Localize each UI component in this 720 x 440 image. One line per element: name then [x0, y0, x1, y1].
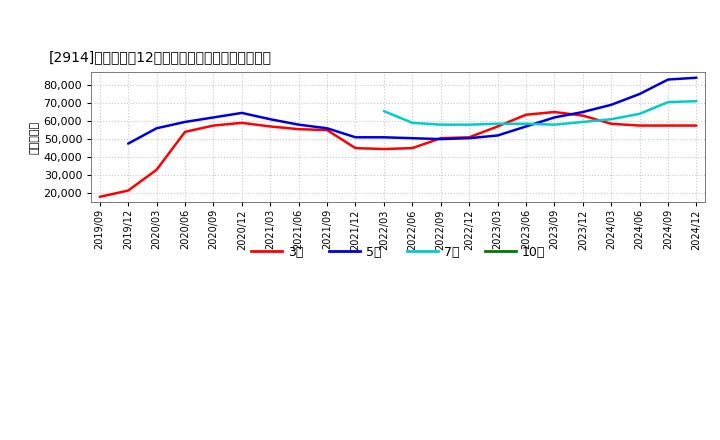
5年	[323, 126, 331, 131]
7年	[692, 99, 701, 104]
5年	[607, 102, 616, 107]
7年	[379, 109, 388, 114]
3年	[664, 123, 672, 128]
Line: 7年: 7年	[384, 101, 696, 125]
5年	[522, 124, 531, 129]
3年	[635, 123, 644, 128]
5年	[351, 135, 360, 140]
5年	[124, 141, 132, 146]
7年	[550, 122, 559, 127]
3年	[351, 146, 360, 151]
Line: 5年: 5年	[128, 78, 696, 143]
5年	[635, 92, 644, 97]
5年	[266, 117, 274, 122]
3年	[379, 147, 388, 152]
7年	[607, 117, 616, 122]
5年	[436, 136, 445, 142]
5年	[408, 136, 417, 141]
Line: 3年: 3年	[100, 112, 696, 197]
7年	[578, 119, 587, 125]
7年	[635, 111, 644, 117]
7年	[522, 121, 531, 126]
3年	[550, 110, 559, 115]
7年	[465, 122, 474, 127]
3年	[578, 113, 587, 118]
3年	[692, 123, 701, 128]
3年	[323, 128, 331, 133]
3年	[96, 194, 104, 199]
3年	[408, 146, 417, 151]
5年	[294, 122, 303, 127]
3年	[124, 188, 132, 193]
Text: [2914]　経常利益12か月移動合計の標準偏差の推移: [2914] 経常利益12か月移動合計の標準偏差の推移	[48, 50, 271, 64]
3年	[465, 135, 474, 140]
5年	[664, 77, 672, 82]
7年	[436, 122, 445, 127]
5年	[152, 126, 161, 131]
3年	[294, 127, 303, 132]
5年	[550, 115, 559, 120]
3年	[266, 124, 274, 129]
7年	[493, 121, 502, 126]
5年	[493, 133, 502, 138]
Y-axis label: （百万円）: （百万円）	[30, 121, 40, 154]
3年	[238, 120, 246, 125]
5年	[578, 110, 587, 115]
3年	[436, 136, 445, 141]
5年	[465, 136, 474, 141]
5年	[692, 75, 701, 81]
3年	[493, 124, 502, 129]
5年	[209, 115, 217, 120]
3年	[152, 167, 161, 172]
3年	[209, 123, 217, 128]
5年	[238, 110, 246, 116]
3年	[181, 129, 189, 135]
5年	[181, 119, 189, 125]
7年	[408, 120, 417, 125]
3年	[607, 121, 616, 126]
3年	[522, 112, 531, 117]
Legend: 3年, 5年, 7年, 10年: 3年, 5年, 7年, 10年	[246, 241, 551, 264]
5年	[379, 135, 388, 140]
7年	[664, 99, 672, 105]
